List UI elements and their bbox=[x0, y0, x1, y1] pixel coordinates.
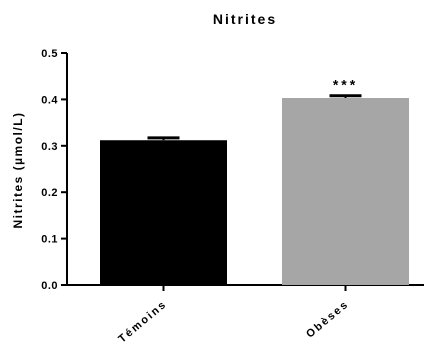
y-tick-label: 0.3 bbox=[41, 141, 58, 153]
chart-title: Nitrites bbox=[213, 11, 277, 27]
y-axis-label: Nitrites (µmol/L) bbox=[11, 111, 25, 228]
y-tick-label: 0.5 bbox=[41, 48, 58, 60]
y-tick-label: 0.0 bbox=[41, 280, 58, 292]
bar-1 bbox=[282, 98, 409, 286]
x-tick-label-1: Obèses bbox=[304, 298, 351, 340]
bar-0 bbox=[100, 140, 227, 285]
plot-area: 0.0 0.1 0.2 0.3 0.4 0.5 Témoins Obèses *** bbox=[41, 48, 424, 345]
y-tick-label: 0.2 bbox=[41, 187, 58, 199]
y-tick-label: 0.1 bbox=[41, 234, 58, 246]
y-tick-label: 0.4 bbox=[41, 94, 58, 106]
significance-label-1: *** bbox=[333, 77, 358, 93]
x-tick-label-0: Témoins bbox=[116, 298, 169, 345]
